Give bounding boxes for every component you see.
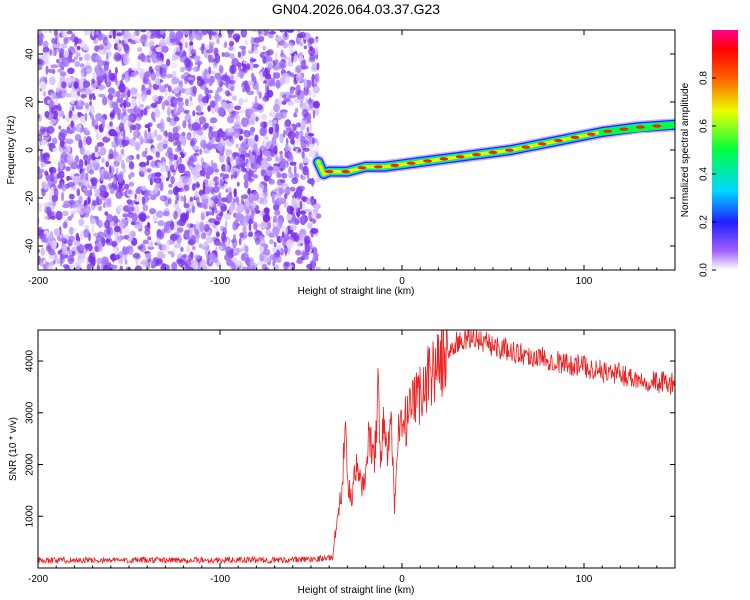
snr-series-line xyxy=(38,330,675,565)
signal-peak xyxy=(357,166,367,170)
snr-frame xyxy=(37,329,676,569)
colorbar-tick-label: 0.2 xyxy=(699,215,710,229)
spectrogram-y-tick-label: 40 xyxy=(25,48,36,60)
colorbar: 0.0 0.2 0.4 0.6 0.8 Normalized spectral ampl… xyxy=(680,30,738,277)
spectrogram-x-tick-label: 0 xyxy=(399,276,405,287)
signal-peak xyxy=(603,129,613,133)
chart-title: GN04.2026.064.03.37.G23 xyxy=(272,1,440,17)
snr-x-tick-label: -100 xyxy=(210,574,230,585)
signal-peak xyxy=(586,132,596,136)
spectrogram-y-tick-label: 0 xyxy=(25,147,36,153)
signal-peak xyxy=(423,159,432,163)
spectrogram-x-axis-label: Height of straight line (km) xyxy=(298,286,415,297)
signal-peak xyxy=(652,124,662,128)
colorbar-tick-label: 0.4 xyxy=(699,167,710,181)
snr-y-tick-label: 4000 xyxy=(25,349,36,372)
snr-y-tick-label: 2000 xyxy=(25,453,36,476)
colorbar-tick-label: 0.8 xyxy=(699,71,710,85)
signal-peak xyxy=(341,170,351,174)
signal-peak xyxy=(455,155,465,159)
colorbar-gradient xyxy=(712,30,738,270)
signal-peak xyxy=(488,150,498,154)
spectrogram-x-tick-label: -200 xyxy=(28,276,48,287)
snr-x-tick-label: 0 xyxy=(399,574,405,585)
snr-y-tick-label: 3000 xyxy=(25,401,36,424)
signal-peak xyxy=(554,139,563,143)
spectrogram-y-axis-label: Frequency (Hz) xyxy=(6,116,17,185)
spectrogram-x-tick-label: 100 xyxy=(576,276,593,287)
signal-peak xyxy=(619,127,629,131)
colorbar-tick-label: 0.0 xyxy=(699,263,710,277)
snr-plot-area xyxy=(38,330,675,565)
signal-peak xyxy=(635,125,645,129)
noise-speckle xyxy=(38,30,322,270)
snr-x-tick-label: -200 xyxy=(28,574,48,585)
spectrogram-y-tick-label: 20 xyxy=(25,96,36,108)
signal-peak xyxy=(439,157,449,161)
signal-peak xyxy=(521,145,531,149)
snr-x-tick-label: 100 xyxy=(576,574,593,585)
signal-peak xyxy=(324,170,334,174)
colorbar-ticks: 0.0 0.2 0.4 0.6 0.8 xyxy=(699,71,716,277)
snr-x-axis-label: Height of straight line (km) xyxy=(298,585,415,596)
signal-track xyxy=(311,118,675,181)
signal-peak xyxy=(390,163,400,167)
signal-peak xyxy=(570,135,580,139)
snr-y-tick-label: 1000 xyxy=(25,505,36,528)
snr-ticks: -200 -100 0 100 1000 2000 3000 4000 xyxy=(25,330,676,585)
signal-peak xyxy=(406,161,416,165)
spectrogram-plot-area xyxy=(38,30,675,270)
colorbar-label: Normalized spectral amplitude xyxy=(680,82,691,217)
spectrogram-y-tick-label: -20 xyxy=(25,190,36,205)
colorbar-tick-label: 0.6 xyxy=(699,119,710,133)
signal-peak xyxy=(373,165,383,169)
spectrogram-x-tick-label: -100 xyxy=(210,276,230,287)
spectrogram-y-tick-label: -40 xyxy=(25,238,36,253)
signal-peak xyxy=(504,148,514,152)
snr-y-axis-label: SNR (10 * v/v) xyxy=(8,417,19,481)
signal-peak xyxy=(472,153,482,157)
signal-peak xyxy=(537,142,547,146)
snr-panel: -200 -100 0 100 1000 2000 3000 4000 Height of s… xyxy=(8,329,676,596)
